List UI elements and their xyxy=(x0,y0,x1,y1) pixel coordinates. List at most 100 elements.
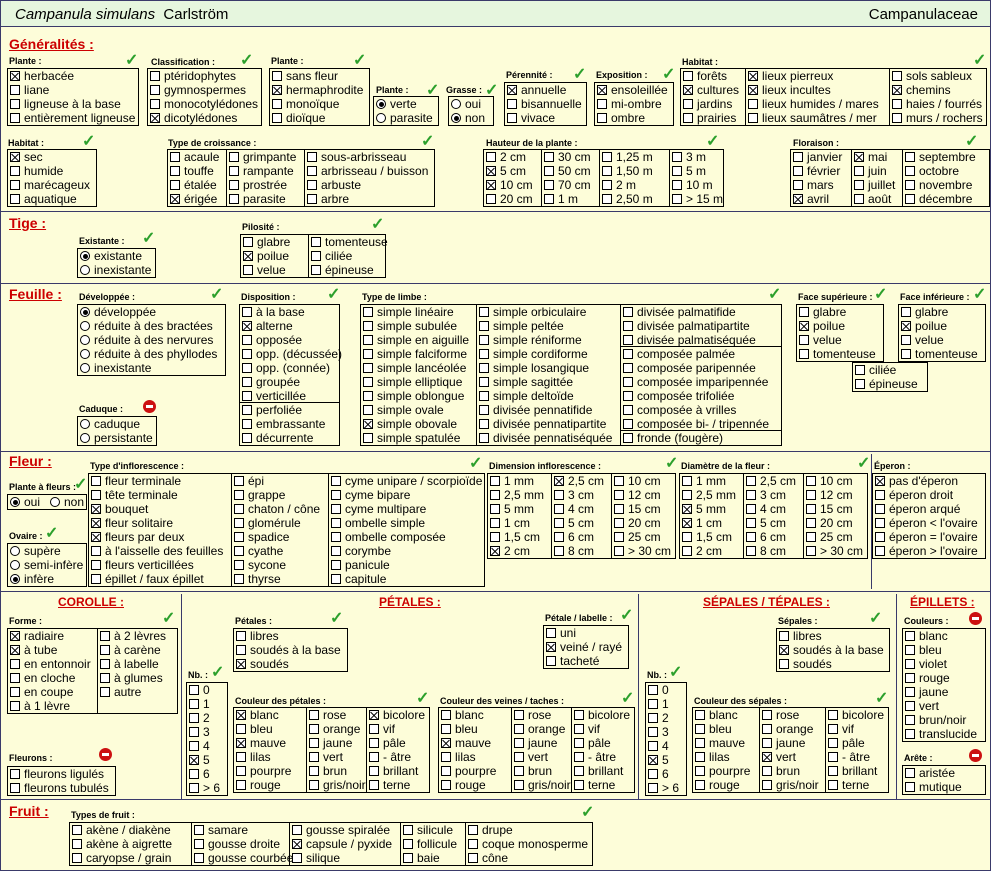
checkbox-limbe_c3c-0[interactable]: fronde (fougère) xyxy=(623,431,723,445)
checkbox-perennite-1[interactable]: bisannuelle xyxy=(507,97,582,111)
checkbox-limbe_c2-9[interactable]: divisée pennatiséquée xyxy=(479,431,612,445)
radio-empty[interactable] xyxy=(80,321,90,331)
checkbox-empty[interactable] xyxy=(806,532,816,542)
checkbox-empty[interactable] xyxy=(479,419,489,429)
checkbox-empty[interactable] xyxy=(331,574,341,584)
radio-ovaire-2[interactable]: infère xyxy=(10,572,54,586)
checkbox-cp_c3-1[interactable]: vif xyxy=(369,722,395,736)
checkbox-empty[interactable] xyxy=(905,659,915,669)
checkbox-plante2-2[interactable]: monoïque xyxy=(272,97,339,111)
checkbox-empty[interactable] xyxy=(331,476,341,486)
checkbox-infl_c1-4[interactable]: fleurs par deux xyxy=(91,530,184,544)
checkbox-habitat1_c3-3[interactable]: murs / rochers xyxy=(892,111,983,125)
checkbox-empty[interactable] xyxy=(875,546,885,556)
checkbox-nb1-2[interactable]: 2 xyxy=(189,711,210,725)
checkbox-empty[interactable] xyxy=(490,490,500,500)
checkbox-empty[interactable] xyxy=(905,180,915,190)
checkbox-empty[interactable] xyxy=(905,715,915,725)
radio-empty[interactable] xyxy=(80,265,90,275)
checkbox-empty[interactable] xyxy=(479,363,489,373)
checkbox-cp_c1-5[interactable]: rouge xyxy=(236,778,281,792)
checkbox-disposition_a-2[interactable]: opposée xyxy=(242,333,302,347)
checkbox-classification-0[interactable]: ptéridophytes xyxy=(150,69,236,83)
checkbox-diam_c3-5[interactable]: > 30 cm xyxy=(806,544,863,558)
checkbox-empty[interactable] xyxy=(602,152,612,162)
checkbox-empty[interactable] xyxy=(905,631,915,641)
checkbox-empty[interactable] xyxy=(597,99,607,109)
checkbox-habitat1_c2-0[interactable]: lieux pierreux xyxy=(748,69,833,83)
checkbox-nb2-6[interactable]: 6 xyxy=(648,767,669,781)
checkbox-empty[interactable] xyxy=(799,335,809,345)
checkbox-empty[interactable] xyxy=(234,560,244,570)
checkbox-cp_c3-3[interactable]: - âtre xyxy=(369,750,411,764)
checkbox-checked[interactable] xyxy=(892,85,902,95)
checkbox-empty[interactable] xyxy=(236,645,246,655)
checkbox-cp_c2-1[interactable]: orange xyxy=(309,722,360,736)
checkbox-empty[interactable] xyxy=(905,729,915,739)
checkbox-dim_c1-4[interactable]: 1,5 cm xyxy=(490,530,540,544)
checkbox-disposition_a-6[interactable]: verticillée xyxy=(242,389,306,403)
checkbox-eperon-1[interactable]: éperon droit xyxy=(875,488,953,502)
checkbox-infl_c2-0[interactable]: épi xyxy=(234,474,264,488)
checkbox-cv_c1-2[interactable]: mauve xyxy=(441,736,491,750)
checkbox-croissance_c2-2[interactable]: prostrée xyxy=(229,178,287,192)
checkbox-empty[interactable] xyxy=(189,685,199,695)
checkbox-empty[interactable] xyxy=(806,490,816,500)
checkbox-limbe_c3b-2[interactable]: composée imparipennée xyxy=(623,375,768,389)
checkbox-empty[interactable] xyxy=(762,710,772,720)
checkbox-dim_c3-1[interactable]: 12 cm xyxy=(614,488,661,502)
checkbox-empty[interactable] xyxy=(10,85,20,95)
checkbox-pilosite_c2-1[interactable]: ciliée xyxy=(311,249,352,263)
checkbox-fleurons-1[interactable]: fleurons tubulés xyxy=(10,781,109,795)
checkbox-petales-0[interactable]: libres xyxy=(236,629,279,643)
checkbox-empty[interactable] xyxy=(892,71,902,81)
checkbox-fruit_c3-1[interactable]: capsule / pyxide xyxy=(292,837,392,851)
checkbox-empty[interactable] xyxy=(614,518,624,528)
checkbox-nb1-7[interactable]: > 6 xyxy=(189,781,220,795)
checkbox-empty[interactable] xyxy=(905,194,915,204)
checkbox-empty[interactable] xyxy=(234,546,244,556)
checkbox-limbe_c2-2[interactable]: simple réniforme xyxy=(479,333,582,347)
checkbox-cp_c1-3[interactable]: lilas xyxy=(236,750,271,764)
checkbox-habitat1_c3-0[interactable]: sols sableux xyxy=(892,69,972,83)
checkbox-checked[interactable] xyxy=(748,85,758,95)
checkbox-empty[interactable] xyxy=(695,766,705,776)
checkbox-petale_labelle-0[interactable]: uni xyxy=(546,626,576,640)
checkbox-cs_c2-3[interactable]: vert xyxy=(762,750,796,764)
checkbox-empty[interactable] xyxy=(189,783,199,793)
checkbox-floraison_c3-2[interactable]: novembre xyxy=(905,178,972,192)
checkbox-checked[interactable] xyxy=(10,152,20,162)
checkbox-croissance_c1-0[interactable]: acaule xyxy=(170,150,219,164)
checkbox-empty[interactable] xyxy=(544,194,554,204)
checkbox-cv_c3-2[interactable]: pâle xyxy=(574,736,611,750)
checkbox-limbe_c2-7[interactable]: divisée pennatifide xyxy=(479,403,592,417)
checkbox-empty[interactable] xyxy=(10,769,20,779)
checkbox-habitat1_c3-2[interactable]: haies / fourrés xyxy=(892,97,982,111)
checkbox-cv_c2-2[interactable]: jaune xyxy=(514,736,557,750)
checkbox-croissance_c1-3[interactable]: érigée xyxy=(170,192,217,206)
checkbox-diam_c3-0[interactable]: 10 cm xyxy=(806,474,853,488)
checkbox-infl_c3-4[interactable]: ombelle composée xyxy=(331,530,446,544)
checkbox-empty[interactable] xyxy=(363,363,373,373)
checkbox-cp_c3-4[interactable]: brillant xyxy=(369,764,418,778)
checkbox-floraison_c1-2[interactable]: mars xyxy=(793,178,834,192)
checkbox-habitat2-3[interactable]: aquatique xyxy=(10,192,77,206)
checkbox-classification-3[interactable]: dicotylédones xyxy=(150,111,237,125)
radio-empty[interactable] xyxy=(80,363,90,373)
checkbox-empty[interactable] xyxy=(468,839,478,849)
checkbox-fleurons-0[interactable]: fleurons ligulés xyxy=(10,767,104,781)
checkbox-empty[interactable] xyxy=(574,766,584,776)
checkbox-infl_c2-4[interactable]: spadice xyxy=(234,530,289,544)
checkbox-empty[interactable] xyxy=(441,766,451,776)
checkbox-checked[interactable] xyxy=(546,642,556,652)
checkbox-empty[interactable] xyxy=(403,839,413,849)
checkbox-face_sup-0[interactable]: glabre xyxy=(799,305,846,319)
checkbox-cp_c1-0[interactable]: blanc xyxy=(236,708,279,722)
radio-developpee-3[interactable]: réduite à des phyllodes xyxy=(80,347,217,361)
checkbox-empty[interactable] xyxy=(189,713,199,723)
checkbox-checked[interactable] xyxy=(91,532,101,542)
checkbox-empty[interactable] xyxy=(901,307,911,317)
checkbox-floraison_c2-0[interactable]: mai xyxy=(854,150,887,164)
checkbox-empty[interactable] xyxy=(189,741,199,751)
checkbox-checked[interactable] xyxy=(150,113,160,123)
